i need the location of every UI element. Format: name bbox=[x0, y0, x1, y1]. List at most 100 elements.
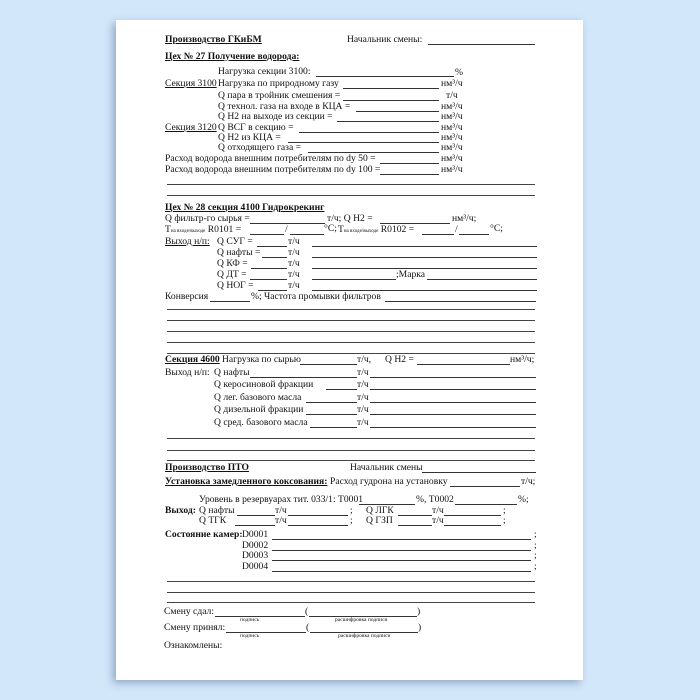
t-label: T bbox=[165, 224, 171, 235]
filter-wash-label: %; Частота промывки фильтров bbox=[251, 291, 381, 302]
filter-wash-input[interactable] bbox=[385, 301, 536, 302]
input-line[interactable] bbox=[326, 389, 357, 390]
notes-line[interactable] bbox=[167, 320, 535, 321]
h2-input[interactable] bbox=[380, 223, 450, 224]
note-line[interactable] bbox=[370, 427, 536, 428]
h2-input[interactable] bbox=[417, 364, 510, 365]
input-line[interactable] bbox=[398, 515, 432, 516]
output-label: Q дизельной фракции bbox=[214, 404, 304, 415]
input-line[interactable] bbox=[251, 268, 287, 269]
r0101-label: R0101 = bbox=[207, 224, 242, 235]
output-label: Выход н/п: bbox=[165, 367, 210, 378]
input-line[interactable] bbox=[337, 121, 439, 122]
input-line[interactable] bbox=[306, 402, 357, 403]
input-line[interactable] bbox=[306, 414, 357, 415]
r0102-in-input[interactable] bbox=[422, 234, 454, 235]
brand-label: ;Марка bbox=[396, 269, 426, 280]
brand-input[interactable] bbox=[427, 279, 537, 280]
t0001-input[interactable] bbox=[359, 504, 415, 505]
chief-field[interactable] bbox=[428, 44, 535, 45]
note-line[interactable] bbox=[370, 389, 536, 390]
t-subscript: на входе/выходе bbox=[343, 229, 379, 234]
chamber-input[interactable] bbox=[272, 571, 531, 572]
input-line[interactable] bbox=[343, 100, 439, 101]
chief-field[interactable] bbox=[422, 472, 536, 473]
note-line[interactable] bbox=[312, 279, 396, 280]
unit: нм³/ч bbox=[441, 101, 463, 112]
handed-signature[interactable] bbox=[215, 616, 305, 617]
notes-line[interactable] bbox=[167, 592, 535, 593]
tar-input[interactable] bbox=[450, 486, 520, 487]
feed-input[interactable] bbox=[250, 223, 325, 224]
input-line[interactable] bbox=[237, 515, 275, 516]
input-line[interactable] bbox=[299, 132, 439, 133]
load-input[interactable] bbox=[300, 364, 357, 365]
input-line[interactable] bbox=[250, 279, 287, 280]
accepted-name[interactable] bbox=[310, 632, 418, 633]
unit: т/ч bbox=[446, 90, 458, 101]
unit: т/ч bbox=[275, 505, 287, 516]
accepted-signature[interactable] bbox=[226, 632, 306, 633]
notes-line[interactable] bbox=[167, 581, 535, 582]
level-label: Уровень в резервуарах тит. 033/1: Т0001 bbox=[199, 494, 364, 505]
input-line[interactable] bbox=[343, 88, 439, 89]
input-line[interactable] bbox=[250, 377, 357, 378]
chamber-input[interactable] bbox=[272, 550, 531, 551]
chamber-input[interactable] bbox=[272, 539, 531, 540]
output-label: Q СУГ = bbox=[217, 236, 253, 247]
note-line[interactable] bbox=[312, 246, 537, 247]
r0101-in-input[interactable] bbox=[250, 234, 284, 235]
conversion-input[interactable] bbox=[210, 301, 250, 302]
t0002-label: %, Т0002 bbox=[416, 494, 454, 505]
chamber-input[interactable] bbox=[272, 560, 531, 561]
notes-line[interactable] bbox=[167, 184, 535, 185]
note-line[interactable] bbox=[312, 257, 537, 258]
input-line[interactable] bbox=[288, 515, 348, 516]
notes-line[interactable] bbox=[167, 195, 535, 196]
input-line[interactable] bbox=[380, 163, 439, 164]
note-line[interactable] bbox=[370, 377, 536, 378]
caption: расшифровка подписи bbox=[338, 633, 391, 639]
notes-line[interactable] bbox=[167, 450, 535, 451]
input-line[interactable] bbox=[258, 290, 287, 291]
input-line[interactable] bbox=[444, 515, 501, 516]
input-line[interactable] bbox=[310, 427, 357, 428]
t-subscript: на входе/выходе bbox=[170, 229, 206, 234]
input-line[interactable] bbox=[288, 525, 348, 526]
notes-line[interactable] bbox=[167, 342, 535, 343]
input-line[interactable] bbox=[257, 246, 287, 247]
unit: т/ч bbox=[357, 404, 369, 415]
input-line[interactable] bbox=[262, 257, 287, 258]
notes-line[interactable] bbox=[167, 353, 535, 354]
row-label: Q отходящего газа = bbox=[218, 142, 302, 153]
input-line[interactable] bbox=[380, 174, 439, 175]
t0002-input[interactable] bbox=[455, 504, 517, 505]
input-line[interactable] bbox=[444, 525, 501, 526]
input-line[interactable] bbox=[308, 152, 439, 153]
input-line[interactable] bbox=[356, 111, 439, 112]
unit: нм³/ч bbox=[441, 122, 463, 133]
note-line[interactable] bbox=[370, 402, 536, 403]
r0101-out-input[interactable] bbox=[290, 234, 324, 235]
input-line[interactable] bbox=[398, 525, 432, 526]
unit: т/ч; bbox=[521, 476, 536, 487]
note-line[interactable] bbox=[312, 268, 537, 269]
notes-line[interactable] bbox=[167, 331, 535, 332]
note-line[interactable] bbox=[370, 414, 536, 415]
input-line[interactable] bbox=[316, 76, 454, 77]
input-line[interactable] bbox=[288, 142, 439, 143]
notes-line[interactable] bbox=[167, 460, 535, 461]
unit: т/ч bbox=[288, 258, 300, 269]
r0102-out-input[interactable] bbox=[459, 234, 489, 235]
notes-line[interactable] bbox=[167, 602, 535, 603]
notes-line[interactable] bbox=[167, 438, 535, 439]
unit: нм³/ч bbox=[441, 153, 463, 164]
caption: подпись bbox=[240, 617, 260, 623]
input-line[interactable] bbox=[235, 525, 275, 526]
note-line[interactable] bbox=[312, 290, 537, 291]
notes-line[interactable] bbox=[167, 309, 535, 310]
row-label: Нагрузка секции 3100: bbox=[218, 66, 311, 77]
output-label: Q нафты = bbox=[217, 247, 261, 258]
semicolon: ; bbox=[350, 515, 353, 526]
handed-name[interactable] bbox=[309, 616, 417, 617]
